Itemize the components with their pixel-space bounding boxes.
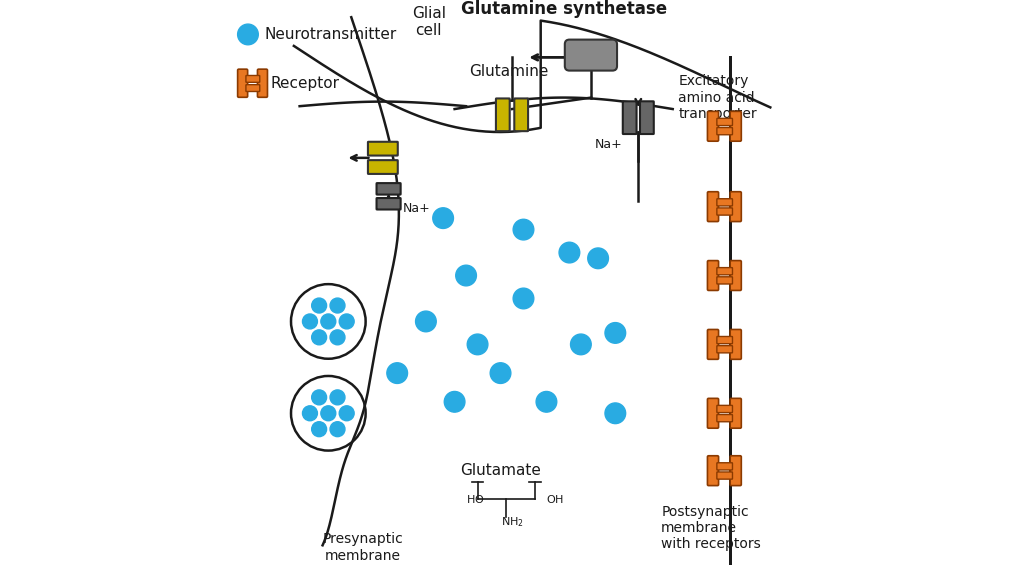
Circle shape	[456, 265, 476, 286]
Circle shape	[302, 406, 317, 421]
FancyBboxPatch shape	[730, 329, 741, 359]
FancyBboxPatch shape	[717, 414, 732, 422]
FancyBboxPatch shape	[730, 261, 741, 290]
Circle shape	[339, 406, 354, 421]
Text: Postsynaptic
membrane
with receptors: Postsynaptic membrane with receptors	[662, 505, 761, 551]
Text: Na+: Na+	[595, 138, 623, 151]
Text: Glutamine: Glutamine	[469, 64, 549, 79]
Text: Neurotransmitter: Neurotransmitter	[264, 27, 396, 42]
FancyBboxPatch shape	[730, 192, 741, 222]
Circle shape	[302, 314, 317, 329]
FancyBboxPatch shape	[377, 183, 400, 195]
FancyBboxPatch shape	[708, 111, 719, 141]
FancyBboxPatch shape	[717, 405, 732, 413]
Circle shape	[570, 334, 591, 355]
Circle shape	[605, 323, 626, 343]
FancyBboxPatch shape	[565, 40, 617, 71]
Text: Excitatory
amino acid
transporter: Excitatory amino acid transporter	[679, 75, 757, 121]
FancyBboxPatch shape	[708, 456, 719, 486]
Circle shape	[330, 390, 345, 405]
Circle shape	[588, 248, 608, 269]
FancyBboxPatch shape	[717, 277, 732, 284]
Text: Na+: Na+	[402, 202, 431, 215]
Circle shape	[605, 403, 626, 424]
Circle shape	[321, 314, 336, 329]
Circle shape	[467, 334, 487, 355]
Circle shape	[311, 422, 327, 437]
FancyBboxPatch shape	[730, 456, 741, 486]
FancyBboxPatch shape	[368, 142, 397, 156]
FancyBboxPatch shape	[717, 118, 732, 126]
FancyBboxPatch shape	[257, 69, 267, 97]
Circle shape	[311, 298, 327, 313]
FancyBboxPatch shape	[708, 261, 719, 290]
Circle shape	[330, 330, 345, 345]
Circle shape	[513, 219, 534, 240]
FancyBboxPatch shape	[640, 101, 653, 134]
FancyBboxPatch shape	[246, 84, 260, 91]
Text: Glial
cell: Glial cell	[412, 6, 445, 38]
Circle shape	[433, 208, 454, 228]
FancyBboxPatch shape	[708, 398, 719, 428]
FancyBboxPatch shape	[717, 336, 732, 344]
FancyBboxPatch shape	[623, 101, 637, 134]
Text: Glutamine synthetase: Glutamine synthetase	[461, 0, 667, 18]
FancyBboxPatch shape	[717, 346, 732, 353]
Text: $\mathrm{HO}$: $\mathrm{HO}$	[466, 494, 484, 505]
Text: $\mathrm{OH}$: $\mathrm{OH}$	[547, 494, 564, 505]
Circle shape	[321, 406, 336, 421]
Circle shape	[490, 363, 511, 383]
Circle shape	[559, 242, 580, 263]
FancyBboxPatch shape	[708, 329, 719, 359]
Text: Receptor: Receptor	[270, 76, 339, 91]
Circle shape	[238, 24, 258, 45]
FancyBboxPatch shape	[730, 398, 741, 428]
FancyBboxPatch shape	[514, 98, 528, 131]
FancyBboxPatch shape	[708, 192, 719, 222]
Circle shape	[537, 391, 557, 412]
Circle shape	[311, 330, 327, 345]
Circle shape	[339, 314, 354, 329]
FancyBboxPatch shape	[368, 160, 397, 174]
Circle shape	[387, 363, 408, 383]
FancyBboxPatch shape	[717, 208, 732, 215]
Circle shape	[311, 390, 327, 405]
FancyBboxPatch shape	[717, 199, 732, 206]
FancyBboxPatch shape	[496, 98, 510, 131]
FancyBboxPatch shape	[238, 69, 248, 97]
FancyBboxPatch shape	[730, 111, 741, 141]
Circle shape	[513, 288, 534, 309]
Text: Glutamate: Glutamate	[460, 463, 541, 478]
FancyBboxPatch shape	[246, 75, 260, 82]
FancyBboxPatch shape	[717, 267, 732, 275]
Circle shape	[330, 422, 345, 437]
FancyBboxPatch shape	[717, 463, 732, 470]
Circle shape	[416, 311, 436, 332]
Circle shape	[330, 298, 345, 313]
Text: $\mathrm{NH_2}$: $\mathrm{NH_2}$	[501, 515, 523, 529]
Text: Presynaptic
membrane: Presynaptic membrane	[323, 532, 403, 563]
FancyBboxPatch shape	[717, 127, 732, 135]
FancyBboxPatch shape	[377, 198, 400, 210]
Circle shape	[444, 391, 465, 412]
FancyBboxPatch shape	[717, 472, 732, 479]
